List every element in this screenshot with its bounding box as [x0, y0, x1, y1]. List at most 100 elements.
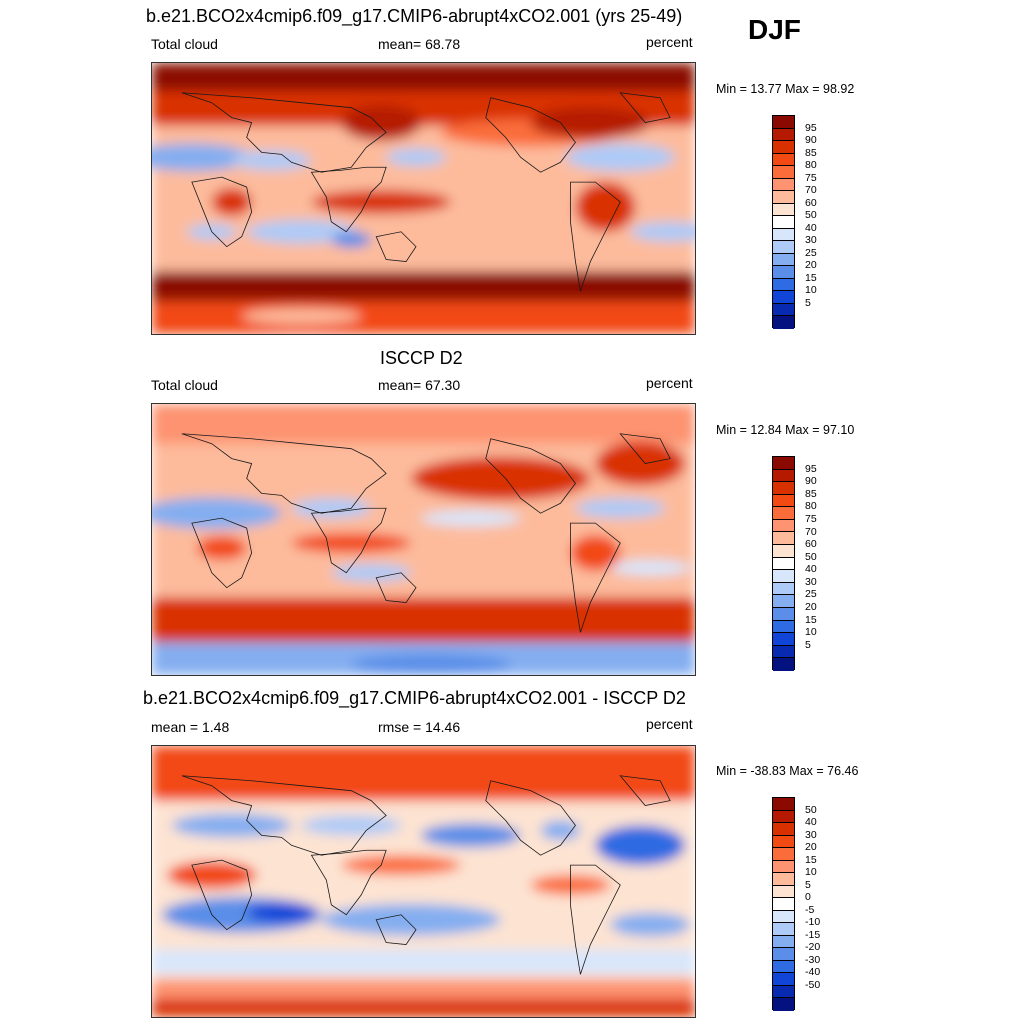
panel-3-minmax: Min = -38.83 Max = 76.46: [716, 764, 859, 778]
colorbar-swatch: [773, 960, 794, 974]
colorbar-swatch: [773, 228, 794, 242]
panel-2-colorbar: [772, 456, 795, 671]
colorbar-tick-label: 30: [805, 828, 817, 841]
panel-2-title: ISCCP D2: [380, 348, 463, 368]
colorbar-tick-label: 85: [805, 146, 817, 159]
colorbar-swatch: [773, 153, 794, 167]
colorbar-tick-label: 20: [805, 259, 817, 272]
colorbar-tick-label: 80: [805, 500, 817, 513]
colorbar-swatch: [773, 519, 794, 533]
colorbar-tick-label: 40: [805, 221, 817, 234]
colorbar-swatch: [773, 457, 794, 470]
colorbar-tick-label: 10: [805, 284, 817, 297]
colorbar-swatch: [773, 898, 794, 911]
panel-3-map-svg: [152, 746, 695, 1017]
colorbar-tick-label: 70: [805, 184, 817, 197]
colorbar-swatch: [773, 860, 794, 874]
colorbar-tick-label: 30: [805, 575, 817, 588]
colorbar-swatch: [773, 216, 794, 229]
colorbar-tick-label: -30: [805, 953, 821, 966]
colorbar-tick-label: 25: [805, 588, 817, 601]
colorbar-tick-label: 80: [805, 159, 817, 172]
colorbar-swatch: [773, 835, 794, 849]
colorbar-tick-label: 60: [805, 196, 817, 209]
panel-1-colorbar: [772, 115, 795, 329]
colorbar-swatch: [773, 923, 794, 936]
colorbar-tick-label: 15: [805, 613, 817, 626]
panel-1-left-label: Total cloud: [151, 36, 218, 52]
colorbar-swatch: [773, 607, 794, 621]
colorbar-swatch: [773, 798, 794, 811]
colorbar-tick-label: 15: [805, 271, 817, 284]
colorbar-swatch: [773, 545, 794, 558]
colorbar-tick-label: -10: [805, 916, 821, 929]
colorbar-tick-label: 50: [805, 803, 817, 816]
panel-1-units-label: percent: [646, 34, 693, 50]
colorbar-swatch: [773, 848, 794, 861]
panel-1-title: b.e21.BCO2x4cmip6.f09_g17.CMIP6-abrupt4x…: [146, 6, 683, 26]
colorbar-swatch: [773, 278, 794, 292]
colorbar-tick-label: 40: [805, 563, 817, 576]
colorbar-swatch: [773, 469, 794, 483]
colorbar-tick-label: 75: [805, 171, 817, 184]
panel-3-units-label: percent: [646, 716, 693, 732]
colorbar-swatch: [773, 595, 794, 608]
colorbar-tick-label: 85: [805, 487, 817, 500]
colorbar-swatch: [773, 570, 794, 583]
colorbar-swatch: [773, 507, 794, 520]
colorbar-swatch: [773, 241, 794, 254]
colorbar-tick-label: 95: [805, 462, 817, 475]
colorbar-tick-label: -50: [805, 978, 821, 991]
colorbar-tick-label: 20: [805, 601, 817, 614]
colorbar-tick-label: 90: [805, 134, 817, 147]
colorbar-tick-label: 95: [805, 121, 817, 134]
panel-1-map: [151, 62, 696, 335]
colorbar-tick-label: 50: [805, 550, 817, 563]
colorbar-tick-label: -5: [805, 903, 815, 916]
colorbar-tick-label: 75: [805, 512, 817, 525]
panel-3-title: b.e21.BCO2x4cmip6.f09_g17.CMIP6-abrupt4x…: [143, 688, 686, 708]
panel-2-map-svg: [152, 404, 695, 675]
colorbar-swatch: [773, 910, 794, 924]
colorbar-swatch: [773, 873, 794, 886]
colorbar-tick-label: 90: [805, 475, 817, 488]
panel-3-colorbar: [772, 797, 795, 1011]
colorbar-tick-label: 0: [805, 891, 811, 904]
colorbar-swatch: [773, 885, 794, 899]
panel-2-units-label: percent: [646, 375, 693, 391]
colorbar-swatch: [773, 810, 794, 824]
colorbar-swatch: [773, 303, 794, 317]
panel-3-rmse-label: rmse = 14.46: [378, 719, 461, 735]
colorbar-tick-label: -40: [805, 966, 821, 979]
colorbar-tick-label: 10: [805, 866, 817, 879]
colorbar-swatch: [773, 658, 794, 671]
panel-2-map: [151, 403, 696, 676]
colorbar-swatch: [773, 620, 794, 634]
colorbar-tick-label: 60: [805, 538, 817, 551]
colorbar-swatch: [773, 557, 794, 571]
panel-1-mean-label: mean= 68.78: [378, 36, 461, 52]
colorbar-swatch: [773, 291, 794, 304]
colorbar-swatch: [773, 166, 794, 179]
colorbar-tick-label: 5: [805, 878, 811, 891]
colorbar-swatch: [773, 494, 794, 508]
colorbar-swatch: [773, 128, 794, 142]
colorbar-swatch: [773, 178, 794, 192]
panel-1-minmax: Min = 13.77 Max = 98.92: [716, 82, 855, 96]
colorbar-swatch: [773, 935, 794, 949]
colorbar-swatch: [773, 141, 794, 154]
colorbar-swatch: [773, 482, 794, 495]
panel-3-map: [151, 745, 696, 1018]
colorbar-swatch: [773, 823, 794, 836]
colorbar-swatch: [773, 253, 794, 267]
panel-2-minmax: Min = 12.84 Max = 97.10: [716, 423, 855, 437]
colorbar-tick-label: 5: [805, 296, 811, 309]
colorbar-swatch: [773, 998, 794, 1011]
colorbar-swatch: [773, 633, 794, 646]
colorbar-swatch: [773, 645, 794, 659]
colorbar-swatch: [773, 203, 794, 217]
colorbar-swatch: [773, 191, 794, 204]
colorbar-tick-label: 20: [805, 841, 817, 854]
colorbar-swatch: [773, 532, 794, 546]
colorbar-tick-label: 10: [805, 626, 817, 639]
